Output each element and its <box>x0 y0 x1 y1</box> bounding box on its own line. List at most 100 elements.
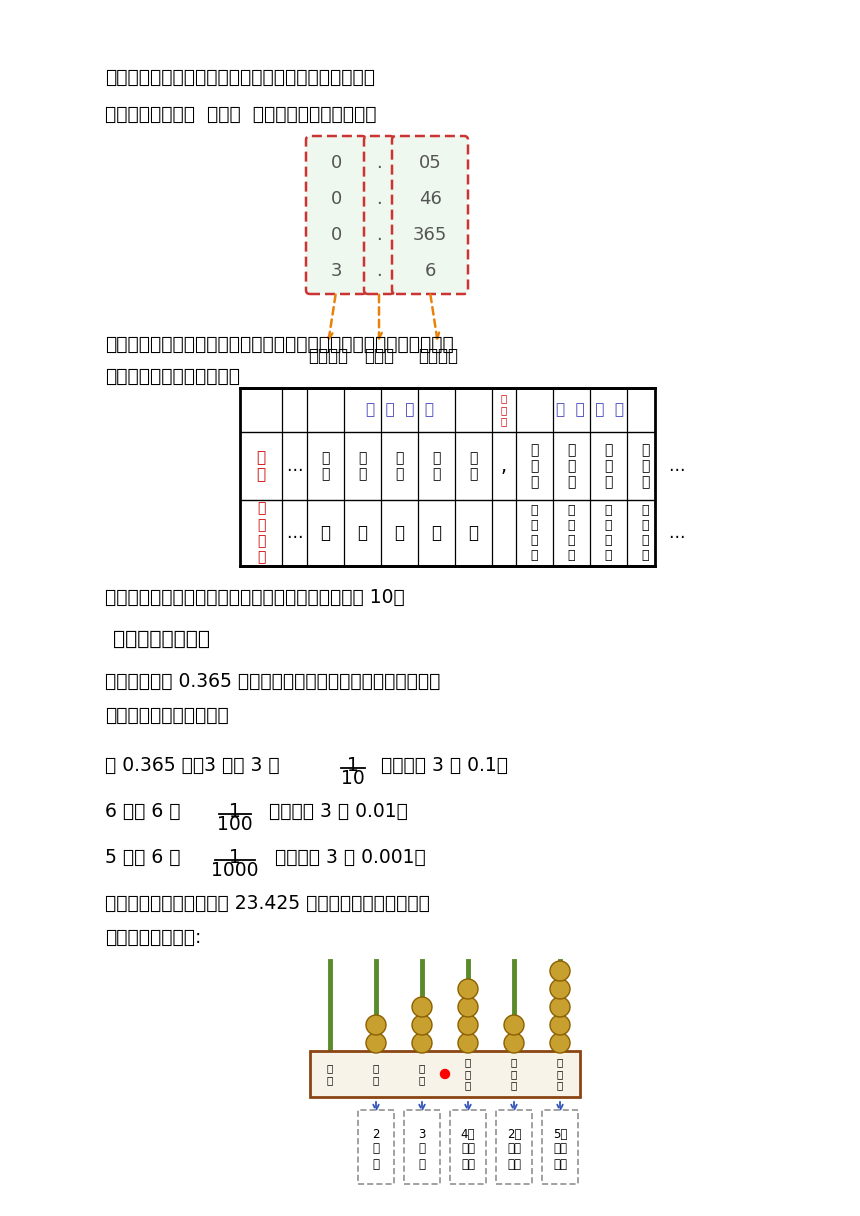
FancyBboxPatch shape <box>306 136 366 294</box>
Text: 6 表示 6 个: 6 表示 6 个 <box>105 803 181 821</box>
Circle shape <box>412 1015 432 1035</box>
Text: （三）重难点精讲: （三）重难点精讲 <box>113 630 210 649</box>
Text: 千
分
位: 千 分 位 <box>557 1058 563 1091</box>
Text: 0: 0 <box>330 226 341 244</box>
Bar <box>240 388 655 565</box>
Text: 十
位: 十 位 <box>373 1063 379 1085</box>
Text: 1: 1 <box>229 803 241 821</box>
Text: 百
分
位: 百 分 位 <box>511 1058 517 1091</box>
Circle shape <box>458 1015 478 1035</box>
Text: 1: 1 <box>229 848 241 867</box>
Text: 十
位: 十 位 <box>433 451 440 482</box>
Text: 365: 365 <box>413 226 447 244</box>
Circle shape <box>550 979 570 1000</box>
Text: 100: 100 <box>218 815 253 834</box>
Text: 整数部分: 整数部分 <box>308 347 348 365</box>
Text: 千
分
位: 千 分 位 <box>605 443 612 489</box>
Text: 十
分
位: 十 分 位 <box>531 443 538 489</box>
Text: 生探究后交流展示方法。: 生探究后交流展示方法。 <box>105 706 229 725</box>
Text: …: … <box>668 457 685 475</box>
Text: 4个
十分
之一: 4个 十分 之一 <box>461 1127 476 1171</box>
Text: 百
分
之
一: 百 分 之 一 <box>568 503 575 562</box>
Text: 百
位: 百 位 <box>396 451 403 482</box>
Circle shape <box>550 1034 570 1053</box>
Circle shape <box>550 997 570 1017</box>
Text: 46: 46 <box>419 190 441 208</box>
Text: 试一试：在计数器上拨出 23.425 并说一说为什么这样拨。: 试一试：在计数器上拨出 23.425 并说一说为什么这样拨。 <box>105 894 430 913</box>
Text: 0: 0 <box>330 154 341 171</box>
Text: 千: 千 <box>358 524 367 542</box>
Text: 整  数  部  分: 整 数 部 分 <box>366 402 433 417</box>
Text: 2
个
十: 2 个 十 <box>372 1127 380 1171</box>
Text: 5个
千分
之一: 5个 千分 之一 <box>553 1127 568 1171</box>
Bar <box>310 1051 580 1097</box>
Text: .: . <box>376 261 382 280</box>
Circle shape <box>458 997 478 1017</box>
Text: 1: 1 <box>347 756 359 775</box>
Text: 百: 百 <box>395 524 404 542</box>
Circle shape <box>458 1034 478 1053</box>
Text: ，也就是 3 个 0.001。: ，也就是 3 个 0.001。 <box>275 848 426 867</box>
Text: 3
个
一: 3 个 一 <box>418 1127 426 1171</box>
Text: 十: 十 <box>432 524 441 542</box>
Text: 百
位: 百 位 <box>327 1063 333 1085</box>
Circle shape <box>366 1015 386 1035</box>
Text: 小数部分: 小数部分 <box>418 347 458 365</box>
Text: 个
位: 个 位 <box>470 451 477 482</box>
Text: 生讨论交流后，展示结果。: 生讨论交流后，展示结果。 <box>105 367 240 385</box>
Text: 计
数
单
位: 计 数 单 位 <box>257 502 265 564</box>
Circle shape <box>550 1015 570 1035</box>
Circle shape <box>366 1034 386 1053</box>
Text: ，也就是 3 个 0.01。: ，也就是 3 个 0.01。 <box>269 803 408 821</box>
Text: 师提问：你能根据整数的数位顺表，将小数的数位顺序表填写完整吗？: 师提问：你能根据整数的数位顺表，将小数的数位顺序表填写完整吗？ <box>105 334 454 354</box>
Text: 10: 10 <box>341 769 365 788</box>
Text: 千
位: 千 位 <box>359 451 366 482</box>
Text: 万
分
位: 万 分 位 <box>642 443 649 489</box>
Circle shape <box>412 1034 432 1053</box>
Text: …: … <box>286 524 303 542</box>
Text: 千
分
之
一: 千 分 之 一 <box>605 503 612 562</box>
Circle shape <box>504 1015 524 1035</box>
Text: .: . <box>376 190 382 208</box>
Text: 5 表示 6 个: 5 表示 6 个 <box>105 848 181 867</box>
Text: 0: 0 <box>330 190 341 208</box>
Text: ，也就是 3 个 0.1。: ，也就是 3 个 0.1。 <box>381 756 508 775</box>
Text: 十
分
之
一: 十 分 之 一 <box>531 503 538 562</box>
Text: 百
分
位: 百 分 位 <box>568 443 575 489</box>
Text: 数
位: 数 位 <box>256 450 266 483</box>
Text: 万: 万 <box>321 524 330 542</box>
Text: 万
分
之
一: 万 分 之 一 <box>642 503 649 562</box>
Text: 个
位: 个 位 <box>419 1063 425 1085</box>
Text: 小数是由整数部分  小数点  小数部分三部分组成的。: 小数是由整数部分 小数点 小数部分三部分组成的。 <box>105 105 377 124</box>
FancyBboxPatch shape <box>542 1110 578 1184</box>
Text: 小  数  部  分: 小 数 部 分 <box>556 402 624 417</box>
Text: …: … <box>286 457 303 475</box>
Text: 万
位: 万 位 <box>322 451 329 482</box>
FancyBboxPatch shape <box>450 1110 486 1184</box>
Circle shape <box>504 1034 524 1053</box>
Text: 探究问题：小数是由哪几部分组成的？生探究后交流。: 探究问题：小数是由哪几部分组成的？生探究后交流。 <box>105 68 375 88</box>
Text: ,: , <box>501 456 507 475</box>
Text: 展示后小结：小数部分，每相邻的单位间的进率都是 10。: 展示后小结：小数部分，每相邻的单位间的进率都是 10。 <box>105 589 405 607</box>
Text: 05: 05 <box>419 154 441 171</box>
Text: .: . <box>376 226 382 244</box>
FancyBboxPatch shape <box>404 1110 440 1184</box>
Circle shape <box>550 961 570 981</box>
FancyBboxPatch shape <box>358 1110 394 1184</box>
FancyBboxPatch shape <box>496 1110 532 1184</box>
Circle shape <box>412 997 432 1017</box>
FancyBboxPatch shape <box>392 136 468 294</box>
Text: 小
数
点: 小 数 点 <box>501 394 507 427</box>
Text: 探究问题：在 0.365 中，各数位上的数是几？分别表示什么？: 探究问题：在 0.365 中，各数位上的数是几？分别表示什么？ <box>105 672 440 691</box>
Text: 1000: 1000 <box>212 861 259 880</box>
Text: 个: 个 <box>469 524 478 542</box>
Text: .: . <box>376 154 382 171</box>
Text: 2个
百分
之一: 2个 百分 之一 <box>507 1127 521 1171</box>
Text: 3: 3 <box>330 261 341 280</box>
Text: 生探究后交流展示:: 生探究后交流展示: <box>105 928 201 947</box>
Text: 在 0.365 中，3 表示 3 个: 在 0.365 中，3 表示 3 个 <box>105 756 280 775</box>
Text: 十
分
位: 十 分 位 <box>465 1058 471 1091</box>
Circle shape <box>458 979 478 1000</box>
Text: 6: 6 <box>424 261 436 280</box>
Circle shape <box>440 1070 450 1079</box>
